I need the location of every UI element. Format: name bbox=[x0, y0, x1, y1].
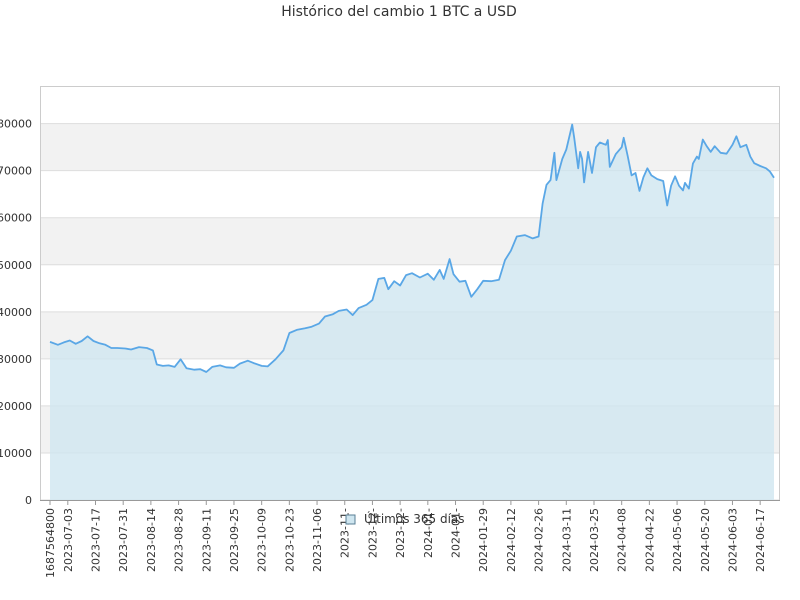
x-tick-label: 2023-10-23 bbox=[283, 508, 296, 572]
x-tick-label: 2023-09-25 bbox=[228, 508, 241, 572]
x-tick-label: 2023-07-31 bbox=[117, 508, 130, 572]
x-tick-label: 2023-08-28 bbox=[173, 508, 186, 572]
x-tick-label: 2023-12- bbox=[366, 508, 379, 558]
x-axis: 1687564800 2023-07-03 2023-07-17 2023-07-31… bbox=[44, 500, 767, 578]
x-tick-label: 2024-05-20 bbox=[699, 508, 712, 572]
x-tick-label: 2023-09-11 bbox=[200, 508, 213, 572]
x-tick-label: 2023-08-14 bbox=[145, 508, 158, 572]
y-tick-label: 0 bbox=[25, 494, 32, 507]
x-tick-label: 2024-01- bbox=[450, 508, 463, 558]
x-tick-label: 2024-06-03 bbox=[726, 508, 739, 572]
data-series bbox=[49, 123, 775, 500]
series-line bbox=[49, 123, 775, 373]
y-tick-label: 80000 bbox=[0, 118, 32, 131]
y-tick-label: 40000 bbox=[0, 306, 32, 319]
legend[interactable]: Últimos 365 días bbox=[345, 511, 465, 526]
series-area bbox=[50, 124, 774, 500]
x-tick-label: 2024-01- bbox=[422, 508, 435, 558]
x-tick-label: 2024-04-22 bbox=[643, 508, 656, 572]
x-tick-label: 2023-11-06 bbox=[311, 508, 324, 572]
y-tick-label: 30000 bbox=[0, 353, 32, 366]
x-tick-label: 2024-03-25 bbox=[588, 508, 601, 572]
y-tick-label: 50000 bbox=[0, 259, 32, 272]
x-tick-label: 2024-04-08 bbox=[616, 508, 629, 572]
plot-frame bbox=[40, 86, 780, 501]
x-tick-label: 2023-10-09 bbox=[256, 508, 269, 572]
x-tick-label: 2024-03-11 bbox=[560, 508, 573, 572]
legend-label: Últimos 365 días bbox=[364, 511, 465, 526]
y-axis: 0 10000 20000 30000 40000 50000 60000 70000 8000… bbox=[0, 118, 32, 507]
x-tick-label: 2024-05-06 bbox=[671, 508, 684, 572]
x-tick-label: 2024-01-29 bbox=[477, 508, 490, 572]
y-tick-label: 10000 bbox=[0, 447, 32, 460]
x-tick-label: 2024-06-17 bbox=[754, 508, 767, 572]
y-tick-label: 20000 bbox=[0, 400, 32, 413]
x-tick-label: 2023-07-17 bbox=[89, 508, 102, 572]
x-tick-label: 2023-07-03 bbox=[62, 508, 75, 572]
chart-title: Histórico del cambio 1 BTC a USD bbox=[281, 4, 517, 20]
x-tick-label: 2024-02-12 bbox=[505, 508, 518, 572]
x-tick-label: 2023-12- bbox=[394, 508, 407, 558]
grid-band bbox=[40, 123, 780, 171]
y-tick-label: 60000 bbox=[0, 212, 32, 225]
x-tick-label: 1687564800 bbox=[44, 508, 57, 578]
y-tick-label: 70000 bbox=[0, 165, 32, 178]
x-tick-label: 2024-02-26 bbox=[533, 508, 546, 572]
legend-swatch bbox=[345, 514, 356, 525]
